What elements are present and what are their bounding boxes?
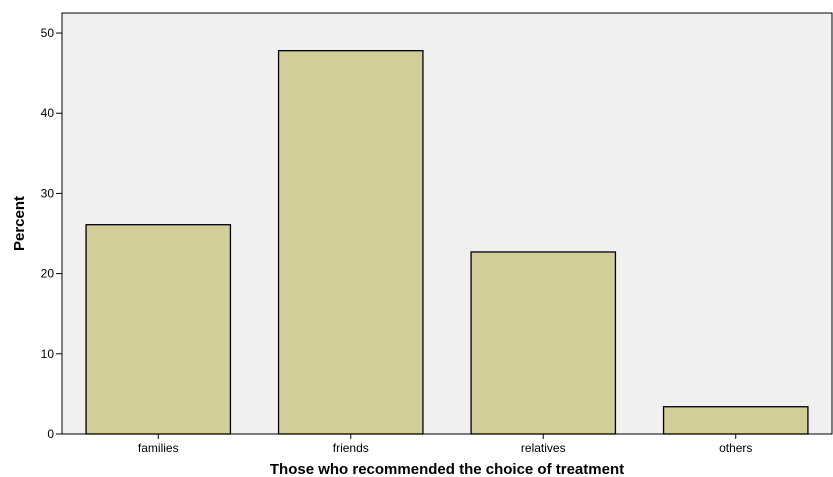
x-axis: families friends relatives others	[138, 434, 752, 455]
x-tick-label: friends	[333, 441, 369, 455]
bar-others	[662, 406, 809, 435]
y-tick-label: 40	[41, 106, 55, 120]
y-tick-label: 10	[41, 347, 55, 361]
y-axis: 0 10 20 30 40 50	[41, 26, 62, 441]
bar-families	[85, 224, 232, 435]
bar-friends	[277, 50, 424, 435]
x-tick-label: relatives	[521, 441, 566, 455]
bar-relatives	[470, 251, 617, 435]
y-tick-label: 0	[47, 427, 54, 441]
y-tick-label: 50	[41, 26, 55, 40]
x-tick-label: others	[719, 441, 752, 455]
y-tick-label: 20	[41, 267, 55, 281]
x-axis-title: Those who recommended the choice of trea…	[270, 461, 624, 477]
bars-group	[85, 50, 809, 435]
y-axis-title: Percent	[11, 196, 28, 251]
x-tick-label: families	[138, 441, 179, 455]
y-tick-label: 30	[41, 186, 55, 200]
